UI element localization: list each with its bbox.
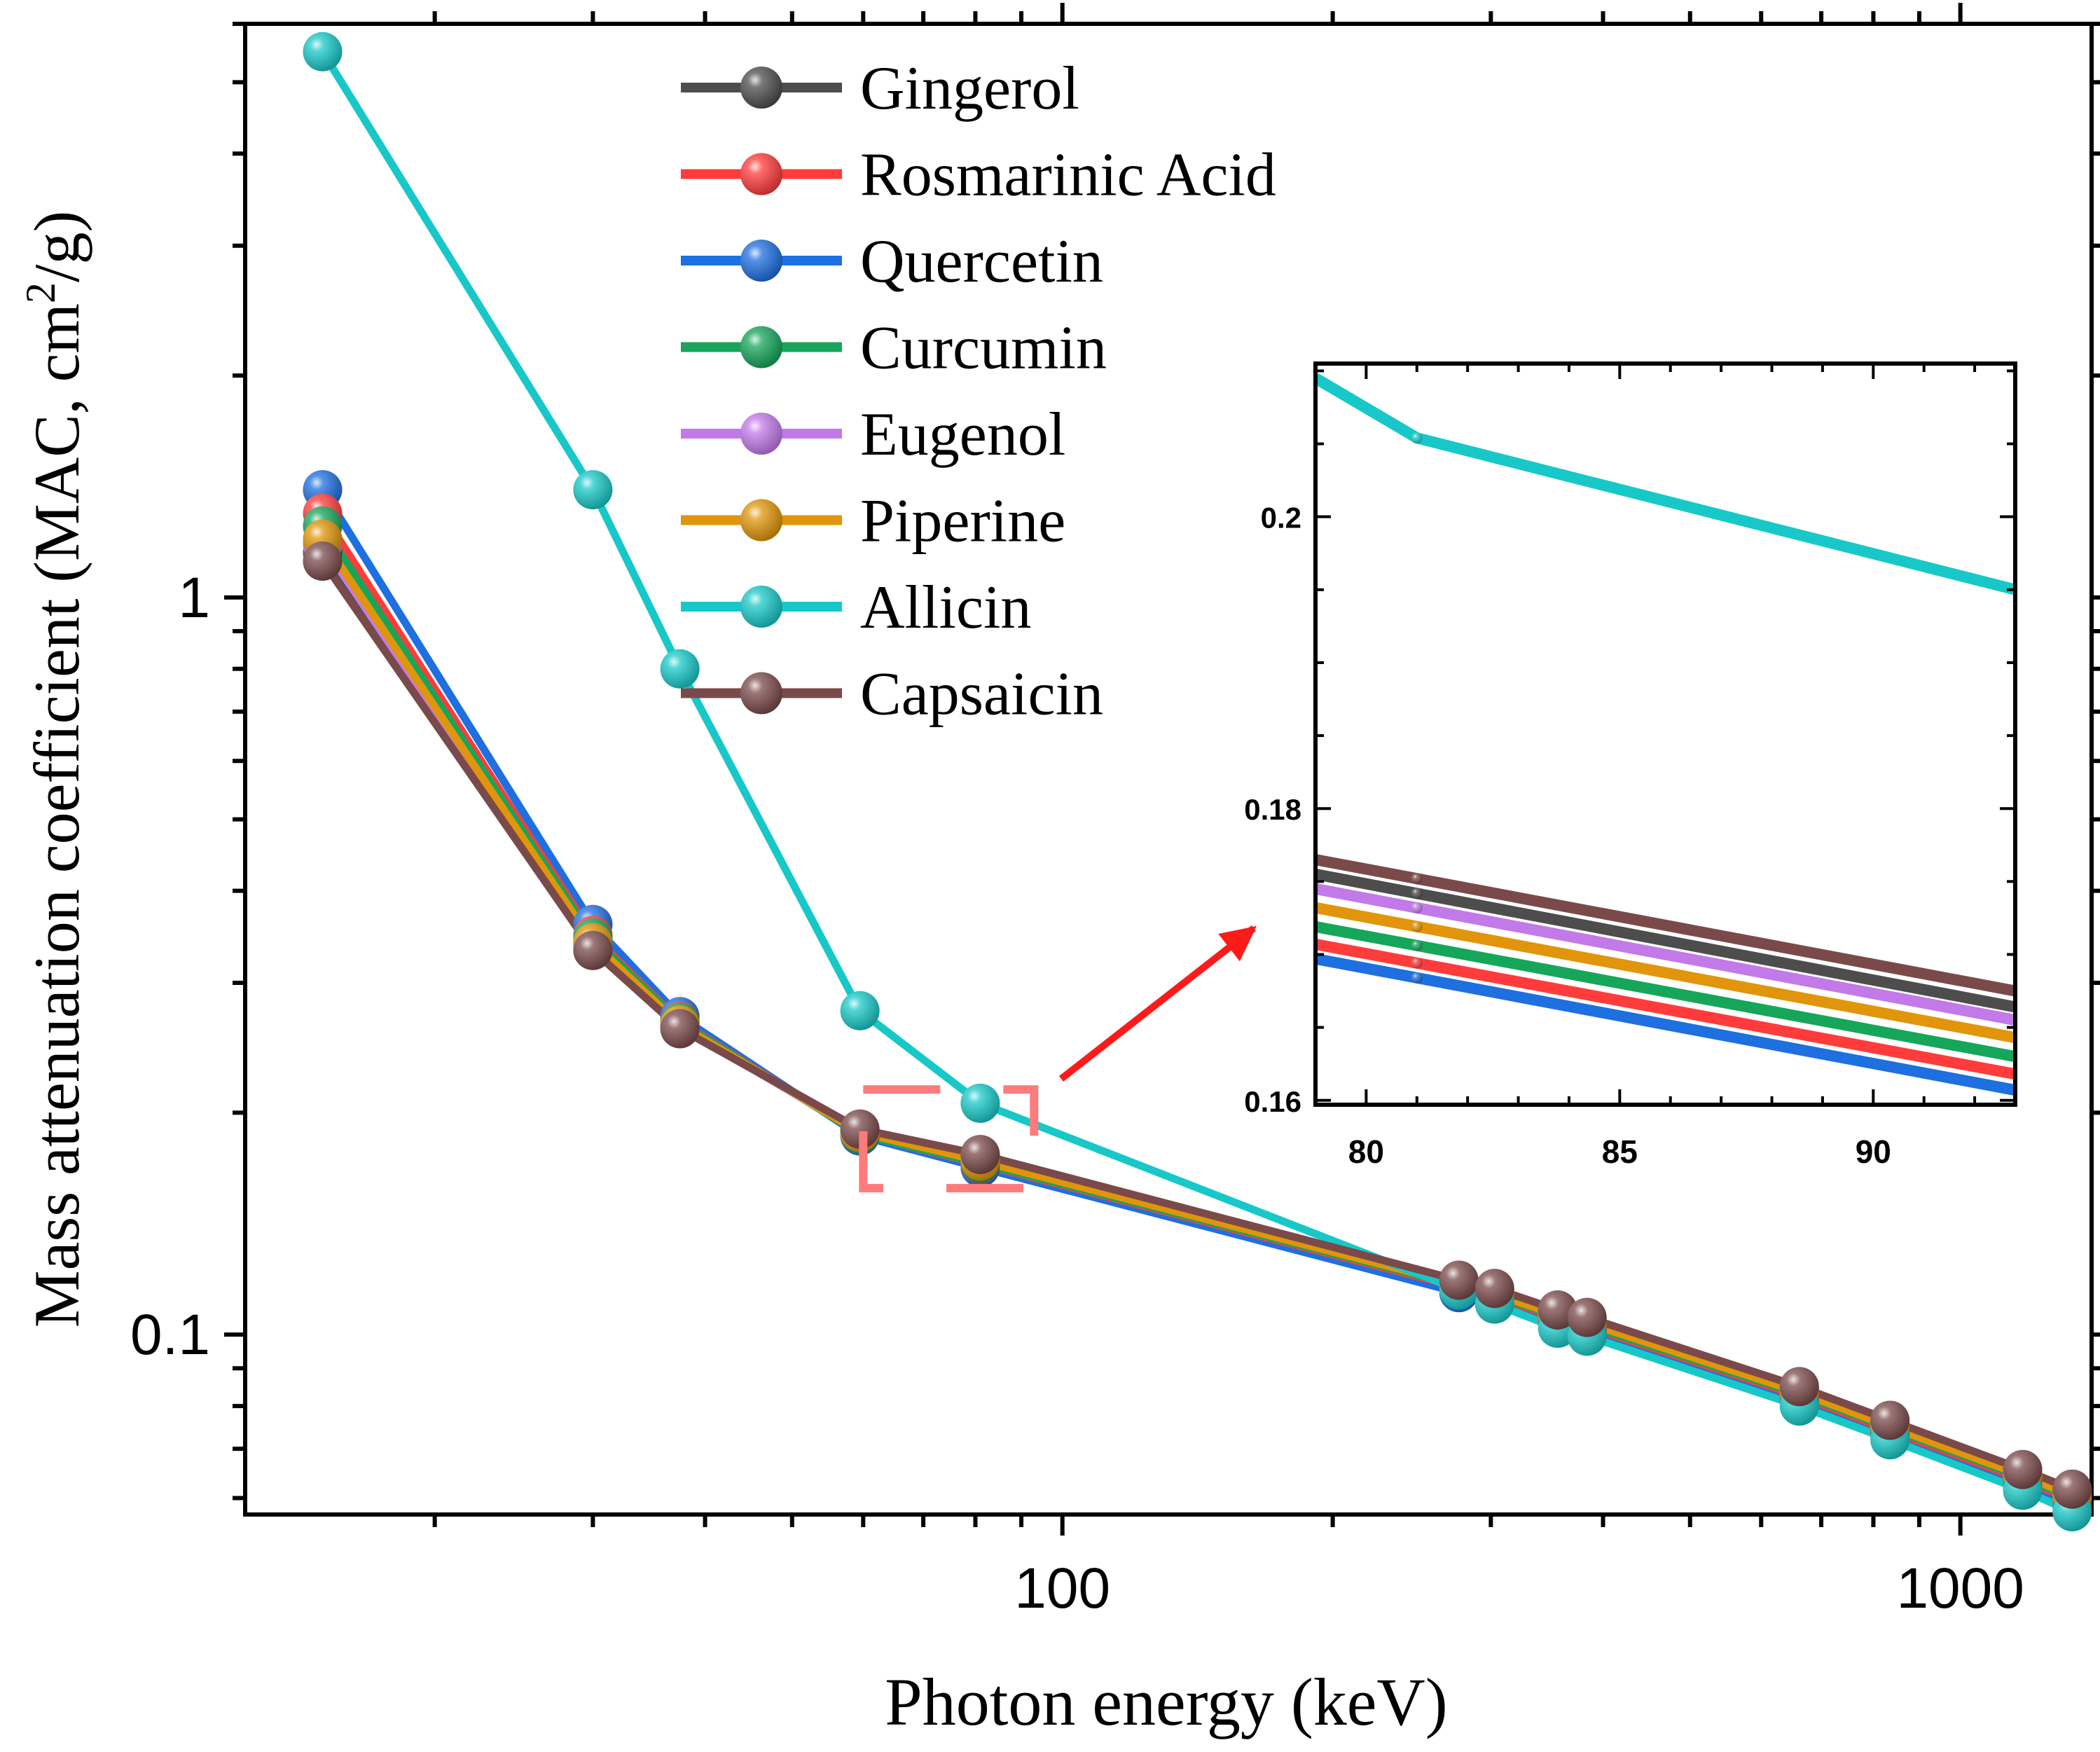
inset-line-eugenol	[1315, 883, 2015, 1026]
inset-line-gingerol	[1315, 869, 2015, 1013]
legend-item-curcumin: Curcumin	[681, 315, 1107, 382]
data-point-capsaicin	[573, 930, 613, 970]
zoom-rect	[859, 1085, 1039, 1193]
legend-item-gingerol: Gingerol	[681, 55, 1079, 123]
y-axis-label-superscript: 2	[18, 282, 64, 303]
inset-y-tick-label: 0.16	[1244, 1085, 1301, 1118]
data-point-allicin	[303, 32, 343, 71]
inset-line-curcumin	[1315, 921, 2015, 1063]
x-tick-label: 1000	[1896, 1557, 2024, 1620]
inset-line-piperine	[1315, 902, 2015, 1044]
legend-label: Curcumin	[860, 315, 1107, 382]
y-axis-label-main: Mass attenuation coefficient (MAC, cm	[21, 303, 92, 1327]
inset-line-rosmarinic-acid	[1315, 939, 2015, 1080]
inset-line-quercetin	[1315, 953, 2015, 1096]
data-point-capsaicin	[1474, 1269, 1514, 1309]
data-point-capsaicin	[1567, 1297, 1607, 1337]
inset-point-piperine	[1411, 920, 1423, 932]
legend-item-allicin: Allicin	[681, 574, 1031, 642]
inset-frame	[1313, 361, 2017, 1107]
legend-label: Quercetin	[860, 228, 1103, 296]
inset-point-rosmarinic-acid	[1411, 957, 1423, 969]
y-axis-label-tail: /g)	[21, 211, 92, 282]
legend-item-piperine: Piperine	[681, 488, 1065, 556]
legend-label: Eugenol	[860, 401, 1065, 469]
plot-frame	[243, 22, 2094, 1517]
legend-label: Piperine	[860, 488, 1065, 556]
inset-point-eugenol	[1411, 902, 1423, 913]
legend-item-capsaicin: Capsaicin	[681, 661, 1103, 729]
legend: Gingerol Rosmarinic Acid Quercetin Curcumin…	[681, 55, 1276, 729]
inset-x-tick-label: 90	[1856, 1133, 1891, 1170]
inset-series-group	[1315, 373, 2015, 1096]
data-point-allicin	[960, 1083, 1000, 1123]
inset-x-tick-label: 80	[1348, 1133, 1384, 1170]
data-point-capsaicin	[840, 1109, 880, 1149]
inset-point-allicin	[1411, 432, 1423, 444]
y-tick-label: 1	[178, 566, 210, 630]
x-axis-label: Photon energy (keV)	[885, 1664, 1447, 1739]
legend-label: Rosmarinic Acid	[860, 142, 1276, 209]
legend-item-eugenol: Eugenol	[681, 401, 1065, 469]
data-point-capsaicin	[1538, 1290, 1577, 1330]
legend-label: Capsaicin	[860, 661, 1103, 729]
data-point-allicin	[660, 649, 700, 689]
inset-axis-ticks	[1315, 364, 2015, 1105]
inset-y-tick-label: 0.2	[1261, 502, 1301, 534]
inset-tick-labels: 80 85 90 0.16 0.18 0.2	[1244, 502, 1891, 1170]
inset-line-capsaicin	[1315, 854, 2015, 997]
legend-item-quercetin: Quercetin	[681, 228, 1103, 296]
inset-y-tick-label: 0.18	[1244, 793, 1301, 826]
data-point-capsaicin	[1870, 1400, 1910, 1440]
inset-point-curcumin	[1411, 939, 1423, 951]
data-point-capsaicin	[660, 1009, 700, 1049]
inset-point-quercetin	[1411, 972, 1423, 984]
inset-point-capsaicin	[1411, 873, 1423, 885]
marker-group	[303, 32, 2092, 1532]
axis-tick-labels: 100 1000 0.1 1	[130, 566, 2024, 1620]
data-point-capsaicin	[1439, 1260, 1479, 1300]
zoom-region-box	[859, 1085, 1039, 1193]
data-point-capsaicin	[960, 1135, 1000, 1175]
data-point-allicin	[840, 991, 880, 1030]
inset-plot: 80 85 90 0.16 0.18 0.2	[1244, 361, 2017, 1170]
inset-x-tick-label: 85	[1602, 1133, 1638, 1170]
data-point-capsaicin	[303, 542, 343, 581]
legend-item-rosmarinic-acid: Rosmarinic Acid	[681, 142, 1276, 209]
zoom-arrow	[1058, 925, 1257, 1082]
inset-point-gingerol	[1411, 888, 1423, 899]
axis-ticks	[224, 3, 2100, 1536]
legend-label: Gingerol	[860, 55, 1079, 123]
y-tick-label: 0.1	[130, 1303, 210, 1367]
data-point-capsaicin	[1779, 1367, 1819, 1407]
legend-label: Allicin	[860, 574, 1031, 642]
y-axis-label: Mass attenuation coefficient (MAC, cm2/g…	[18, 211, 92, 1327]
data-point-capsaicin	[2003, 1449, 2043, 1489]
x-tick-label: 100	[1014, 1557, 1110, 1620]
data-point-allicin	[573, 470, 613, 510]
data-point-capsaicin	[2052, 1469, 2092, 1509]
